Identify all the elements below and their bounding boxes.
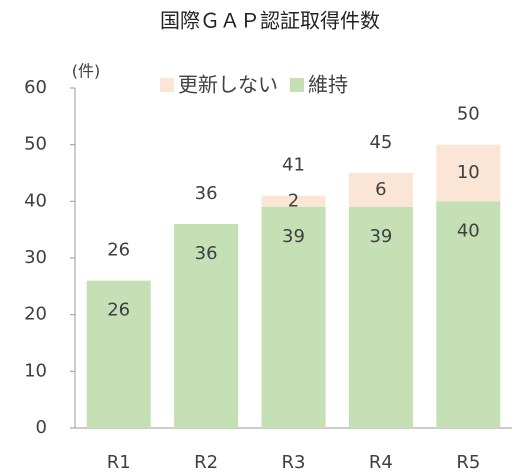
bar-segment [174, 224, 239, 428]
x-tick-label: R3 [282, 452, 306, 473]
data-label: 39 [369, 226, 392, 247]
y-axis-label: (件) [72, 62, 101, 81]
x-tick-label: R4 [369, 452, 393, 473]
total-label: 36 [195, 183, 218, 204]
data-label: 6 [375, 179, 386, 200]
y-tick-label: 30 [24, 247, 47, 268]
bar-segment [436, 201, 501, 428]
bar-segment [86, 280, 151, 428]
bar-segment [261, 195, 326, 207]
y-tick-label: 60 [24, 77, 47, 98]
legend-label: 更新しない [178, 73, 278, 97]
y-tick-label: 10 [24, 360, 47, 381]
x-tick-label: R1 [107, 452, 131, 473]
bar-segment [348, 173, 413, 207]
legend-swatch [160, 78, 174, 92]
y-tick-label: 40 [24, 190, 47, 211]
chart-title: 国際ＧＡＰ認証取得件数 [160, 9, 380, 33]
total-label: 45 [369, 132, 392, 153]
bar-segment [436, 144, 501, 202]
y-tick-label: 50 [24, 134, 47, 155]
data-label: 2 [288, 190, 299, 211]
data-label: 36 [195, 243, 218, 264]
x-tick-label: R5 [456, 452, 480, 473]
y-tick-label: 0 [36, 417, 47, 438]
total-label: 50 [457, 104, 480, 125]
data-label: 26 [107, 300, 130, 321]
legend-swatch [290, 78, 304, 92]
y-tick-label: 20 [24, 304, 47, 325]
total-label: 41 [282, 155, 305, 176]
bar-segment [261, 207, 326, 428]
total-label: 26 [107, 240, 130, 261]
data-label: 39 [282, 226, 305, 247]
bar-segment [348, 207, 413, 428]
x-tick-label: R2 [194, 452, 218, 473]
data-label: 10 [457, 162, 480, 183]
data-label: 40 [457, 220, 480, 241]
legend-label: 維持 [308, 73, 348, 97]
